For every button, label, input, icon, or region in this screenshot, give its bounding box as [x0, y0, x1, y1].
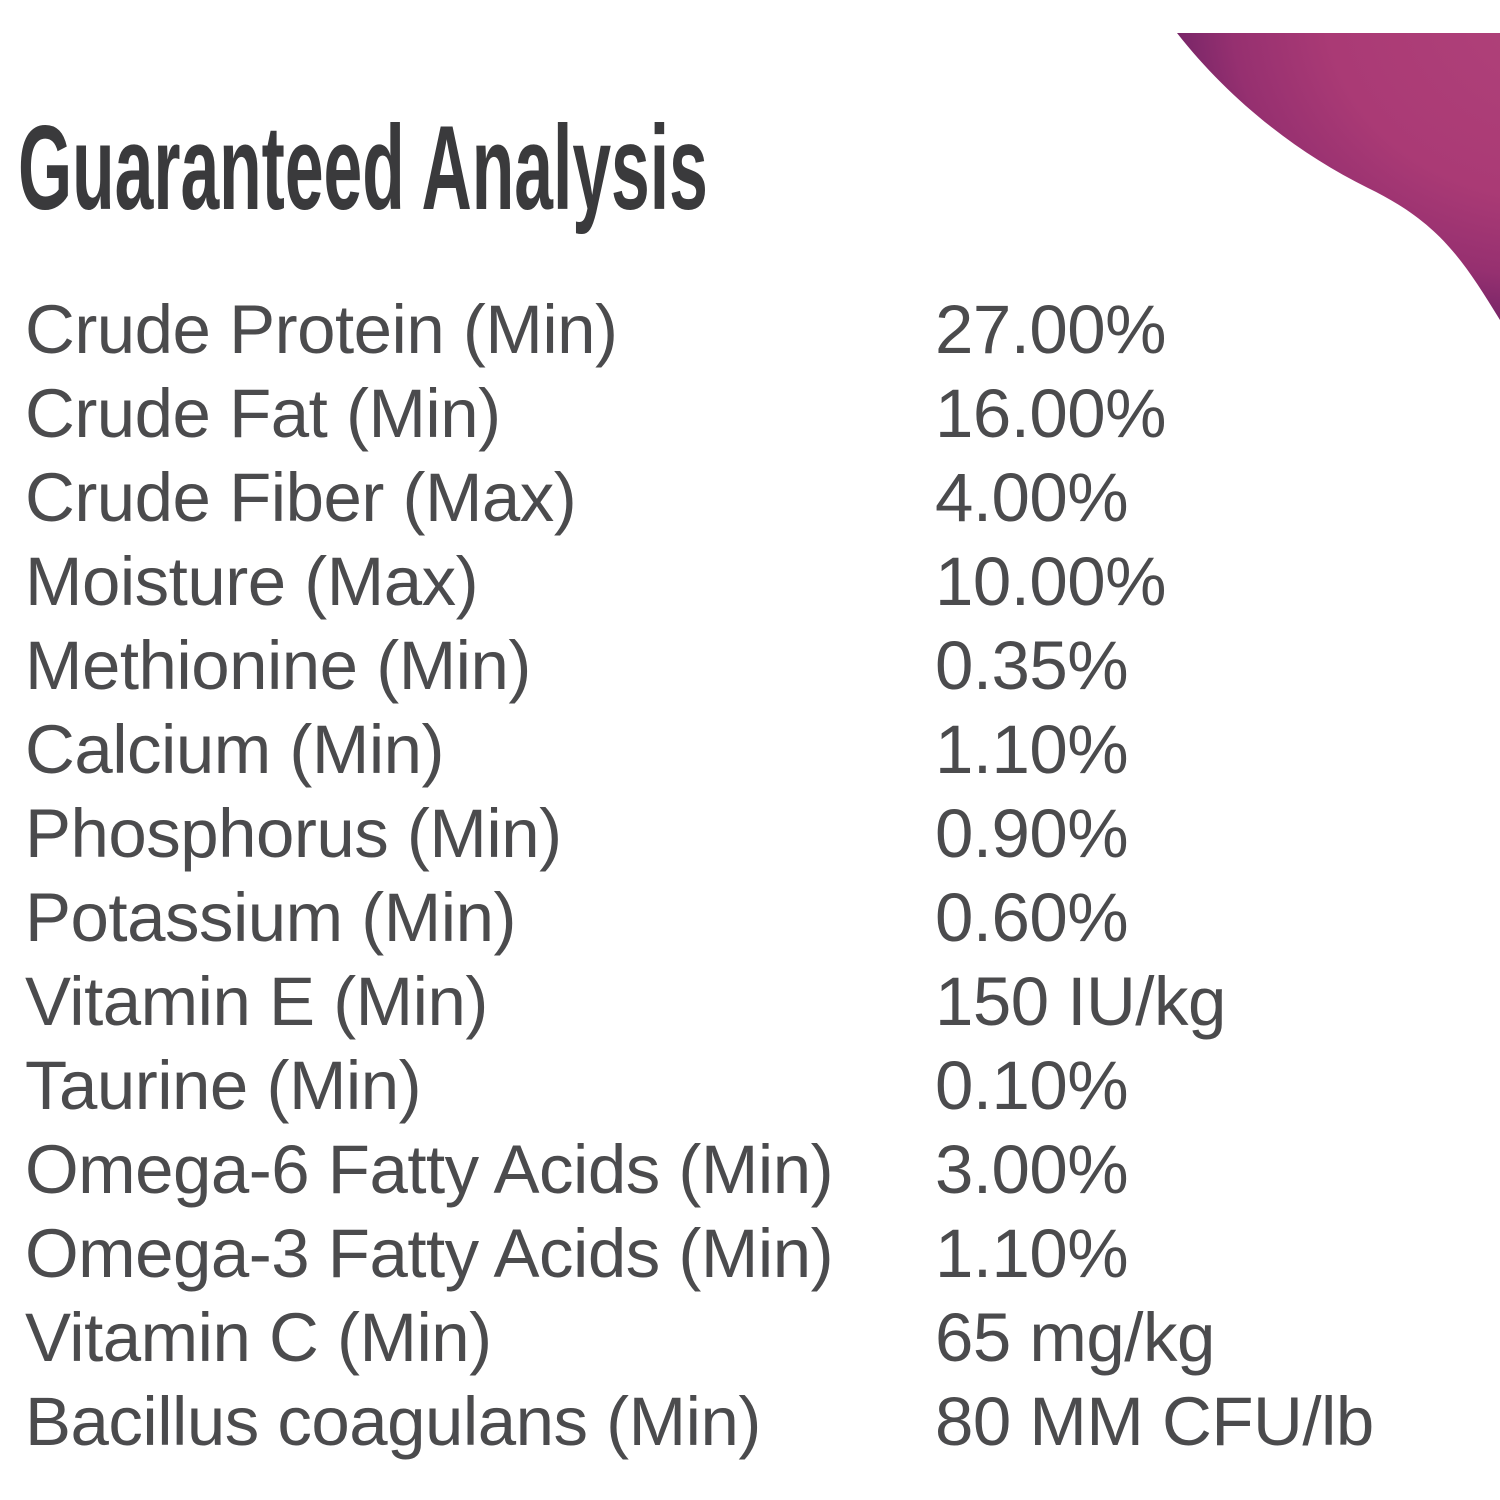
nutrient-label: Phosphorus (Min) — [25, 795, 562, 872]
page-title: Guaranteed Analysis — [18, 101, 708, 235]
nutrient-label: Crude Fiber (Max) — [25, 459, 577, 536]
nutrient-label: Calcium (Min) — [25, 711, 445, 788]
nutrient-value: 4.00% — [935, 459, 1129, 536]
nutrient-value: 0.60% — [935, 879, 1129, 956]
table-row: Crude Protein (Min) 27.00% — [25, 288, 1445, 372]
nutrient-label: Potassium (Min) — [25, 879, 516, 956]
table-row: Calcium (Min) 1.10% — [25, 708, 1445, 792]
nutrient-label: Methionine (Min) — [25, 627, 531, 704]
table-row: Taurine (Min) 0.10% — [25, 1044, 1445, 1128]
nutrient-value: 1.10% — [935, 711, 1129, 788]
nutrient-value: 0.35% — [935, 627, 1129, 704]
table-row: Vitamin C (Min) 65 mg/kg — [25, 1296, 1445, 1380]
nutrient-label: Bacillus coagulans (Min) — [25, 1383, 761, 1460]
nutrient-label: Vitamin E (Min) — [25, 963, 488, 1040]
nutrient-value: 3.00% — [935, 1131, 1129, 1208]
table-row: Potassium (Min) 0.60% — [25, 876, 1445, 960]
table-row: Vitamin E (Min) 150 IU/kg — [25, 960, 1445, 1044]
nutrient-label: Omega-3 Fatty Acids (Min) — [25, 1215, 834, 1292]
nutrient-value: 150 IU/kg — [935, 963, 1226, 1040]
nutrient-value: 16.00% — [935, 375, 1167, 452]
nutrient-value: 1.10% — [935, 1215, 1129, 1292]
nutrient-label: Vitamin C (Min) — [25, 1299, 492, 1376]
table-row: Crude Fiber (Max) 4.00% — [25, 456, 1445, 540]
table-row: Phosphorus (Min) 0.90% — [25, 792, 1445, 876]
table-row: Moisture (Max) 10.00% — [25, 540, 1445, 624]
nutrient-value: 10.00% — [935, 543, 1167, 620]
table-row: Methionine (Min) 0.35% — [25, 624, 1445, 708]
table-row: Omega-3 Fatty Acids (Min) 1.10% — [25, 1212, 1445, 1296]
table-row: Crude Fat (Min) 16.00% — [25, 372, 1445, 456]
nutrient-value: 80 MM CFU/lb — [935, 1383, 1374, 1460]
nutrient-value: 0.90% — [935, 795, 1129, 872]
nutrient-label: Crude Protein (Min) — [25, 291, 618, 368]
corner-blob-path — [1177, 33, 1500, 320]
analysis-table: Crude Protein (Min) 27.00% Crude Fat (Mi… — [25, 288, 1445, 1464]
nutrient-label: Crude Fat (Min) — [25, 375, 501, 452]
nutrient-value: 0.10% — [935, 1047, 1129, 1124]
nutrient-label: Moisture (Max) — [25, 543, 479, 620]
nutrient-value: 65 mg/kg — [935, 1299, 1215, 1376]
table-row: Bacillus coagulans (Min) 80 MM CFU/lb — [25, 1380, 1445, 1464]
nutrient-label: Omega-6 Fatty Acids (Min) — [25, 1131, 834, 1208]
table-row: Omega-6 Fatty Acids (Min) 3.00% — [25, 1128, 1445, 1212]
nutrient-value: 27.00% — [935, 291, 1167, 368]
nutrient-label: Taurine (Min) — [25, 1047, 422, 1124]
